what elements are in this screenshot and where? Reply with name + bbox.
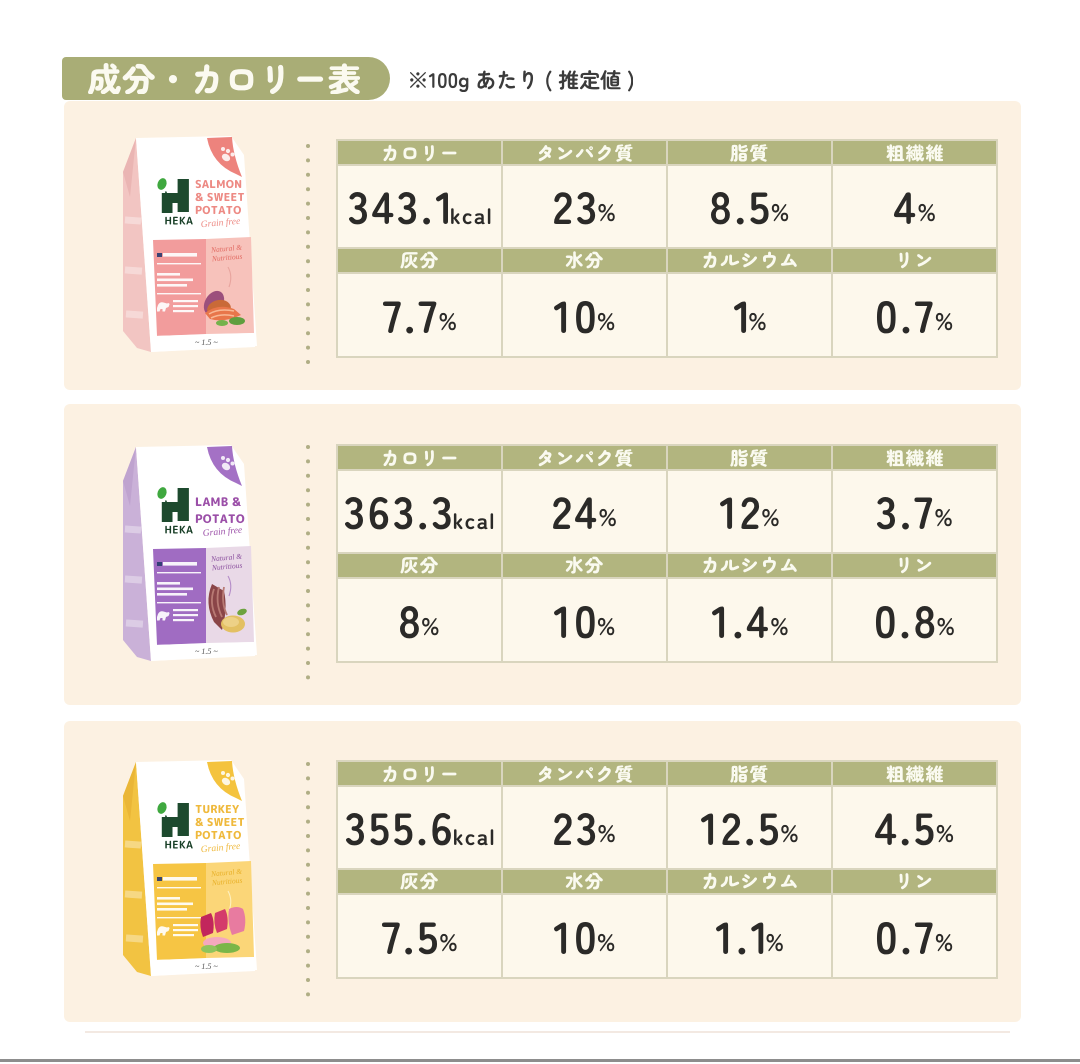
svg-text:Natural &: Natural & bbox=[210, 243, 243, 255]
svg-text:Natural &: Natural & bbox=[210, 552, 243, 564]
svg-text:~ 1.5 ~: ~ 1.5 ~ bbox=[195, 338, 218, 347]
svg-text:Grain free: Grain free bbox=[200, 216, 240, 230]
svg-text:Natural &: Natural & bbox=[210, 867, 243, 879]
svg-text:Nutritious: Nutritious bbox=[211, 252, 243, 264]
svg-text:Nutritious: Nutritious bbox=[211, 876, 243, 888]
svg-text:Nutritious: Nutritious bbox=[211, 561, 243, 573]
svg-text:~ 1.5 ~: ~ 1.5 ~ bbox=[195, 962, 218, 971]
svg-text:~ 1.5 ~: ~ 1.5 ~ bbox=[195, 647, 218, 656]
svg-text:Grain free: Grain free bbox=[200, 841, 240, 855]
svg-text:Grain free: Grain free bbox=[202, 525, 242, 539]
